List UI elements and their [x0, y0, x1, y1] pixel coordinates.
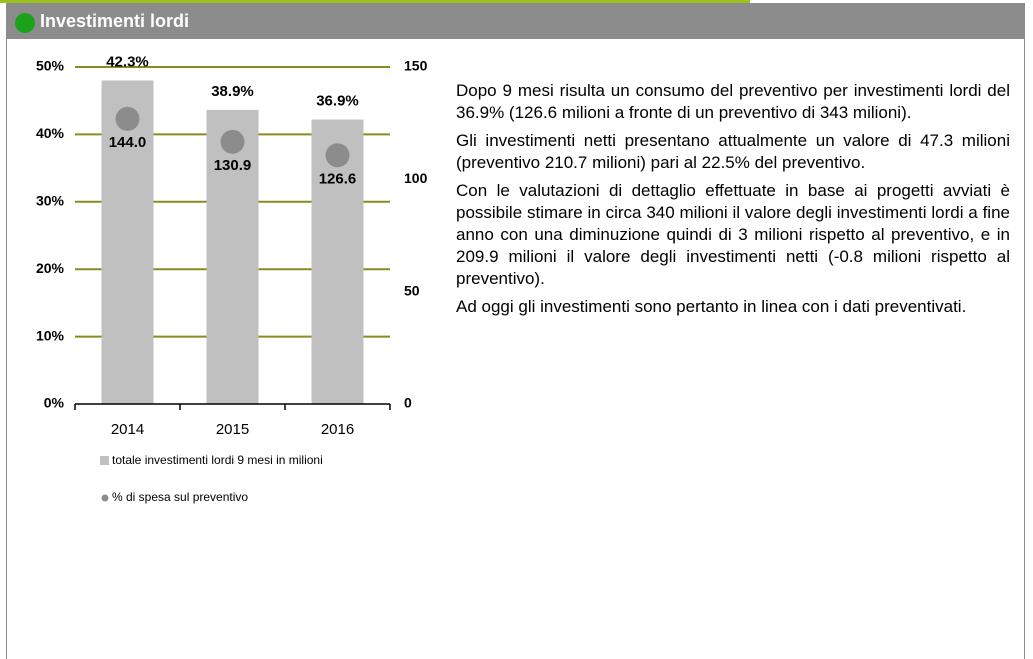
paragraph: Gli investimenti netti presentano attual… — [456, 131, 1010, 172]
bar — [101, 80, 154, 404]
legend-swatch — [101, 494, 109, 502]
y2-tick-label: 100 — [404, 170, 428, 186]
legend-label: totale investimenti lordi 9 mesi in mili… — [112, 453, 323, 467]
y-tick-label: 40% — [36, 125, 65, 141]
y-tick-label: 30% — [36, 193, 65, 209]
x-tick-label: 2016 — [321, 421, 354, 438]
text-column: Dopo 9 mesi risulta un consumo del preve… — [456, 80, 1010, 324]
x-tick-label: 2015 — [216, 421, 249, 438]
legend-swatch — [100, 456, 109, 465]
y-tick-label: 50% — [36, 58, 65, 74]
paragraph: Con le valutazioni di dettaglio effettua… — [456, 181, 1010, 288]
y-tick-label: 10% — [36, 327, 65, 343]
y-tick-label: 0% — [44, 395, 65, 411]
paragraph: Ad oggi gli investimenti sono pertanto i… — [456, 297, 967, 316]
header-icon — [15, 13, 35, 33]
value-label: 42.3% — [106, 53, 149, 70]
paragraph: Dopo 9 mesi risulta un consumo del preve… — [456, 81, 1010, 122]
y2-tick-label: 150 — [404, 58, 428, 74]
value-label: 130.9 — [214, 157, 252, 174]
y2-tick-label: 0 — [404, 395, 412, 411]
y2-tick-label: 50 — [404, 282, 420, 298]
panel — [6, 39, 1025, 659]
y-tick-label: 20% — [36, 260, 65, 276]
header: Investimenti lordi — [6, 3, 1025, 39]
bar — [206, 109, 259, 405]
point — [325, 143, 350, 168]
value-label: 144.0 — [109, 134, 147, 151]
value-label: 126.6 — [319, 170, 357, 187]
x-tick-label: 2014 — [111, 421, 144, 438]
accent-line — [0, 0, 750, 3]
header-title: Investimenti lordi — [40, 11, 190, 31]
point — [220, 129, 245, 154]
value-label: 36.9% — [316, 93, 359, 110]
legend-label: % di spesa sul preventivo — [112, 490, 248, 504]
point — [115, 106, 140, 131]
chart: 0% 10% 20% 30% 40% 50% 0 50 100 150 42.3% 144.0 2014… — [36, 53, 428, 504]
value-label: 38.9% — [211, 83, 254, 100]
